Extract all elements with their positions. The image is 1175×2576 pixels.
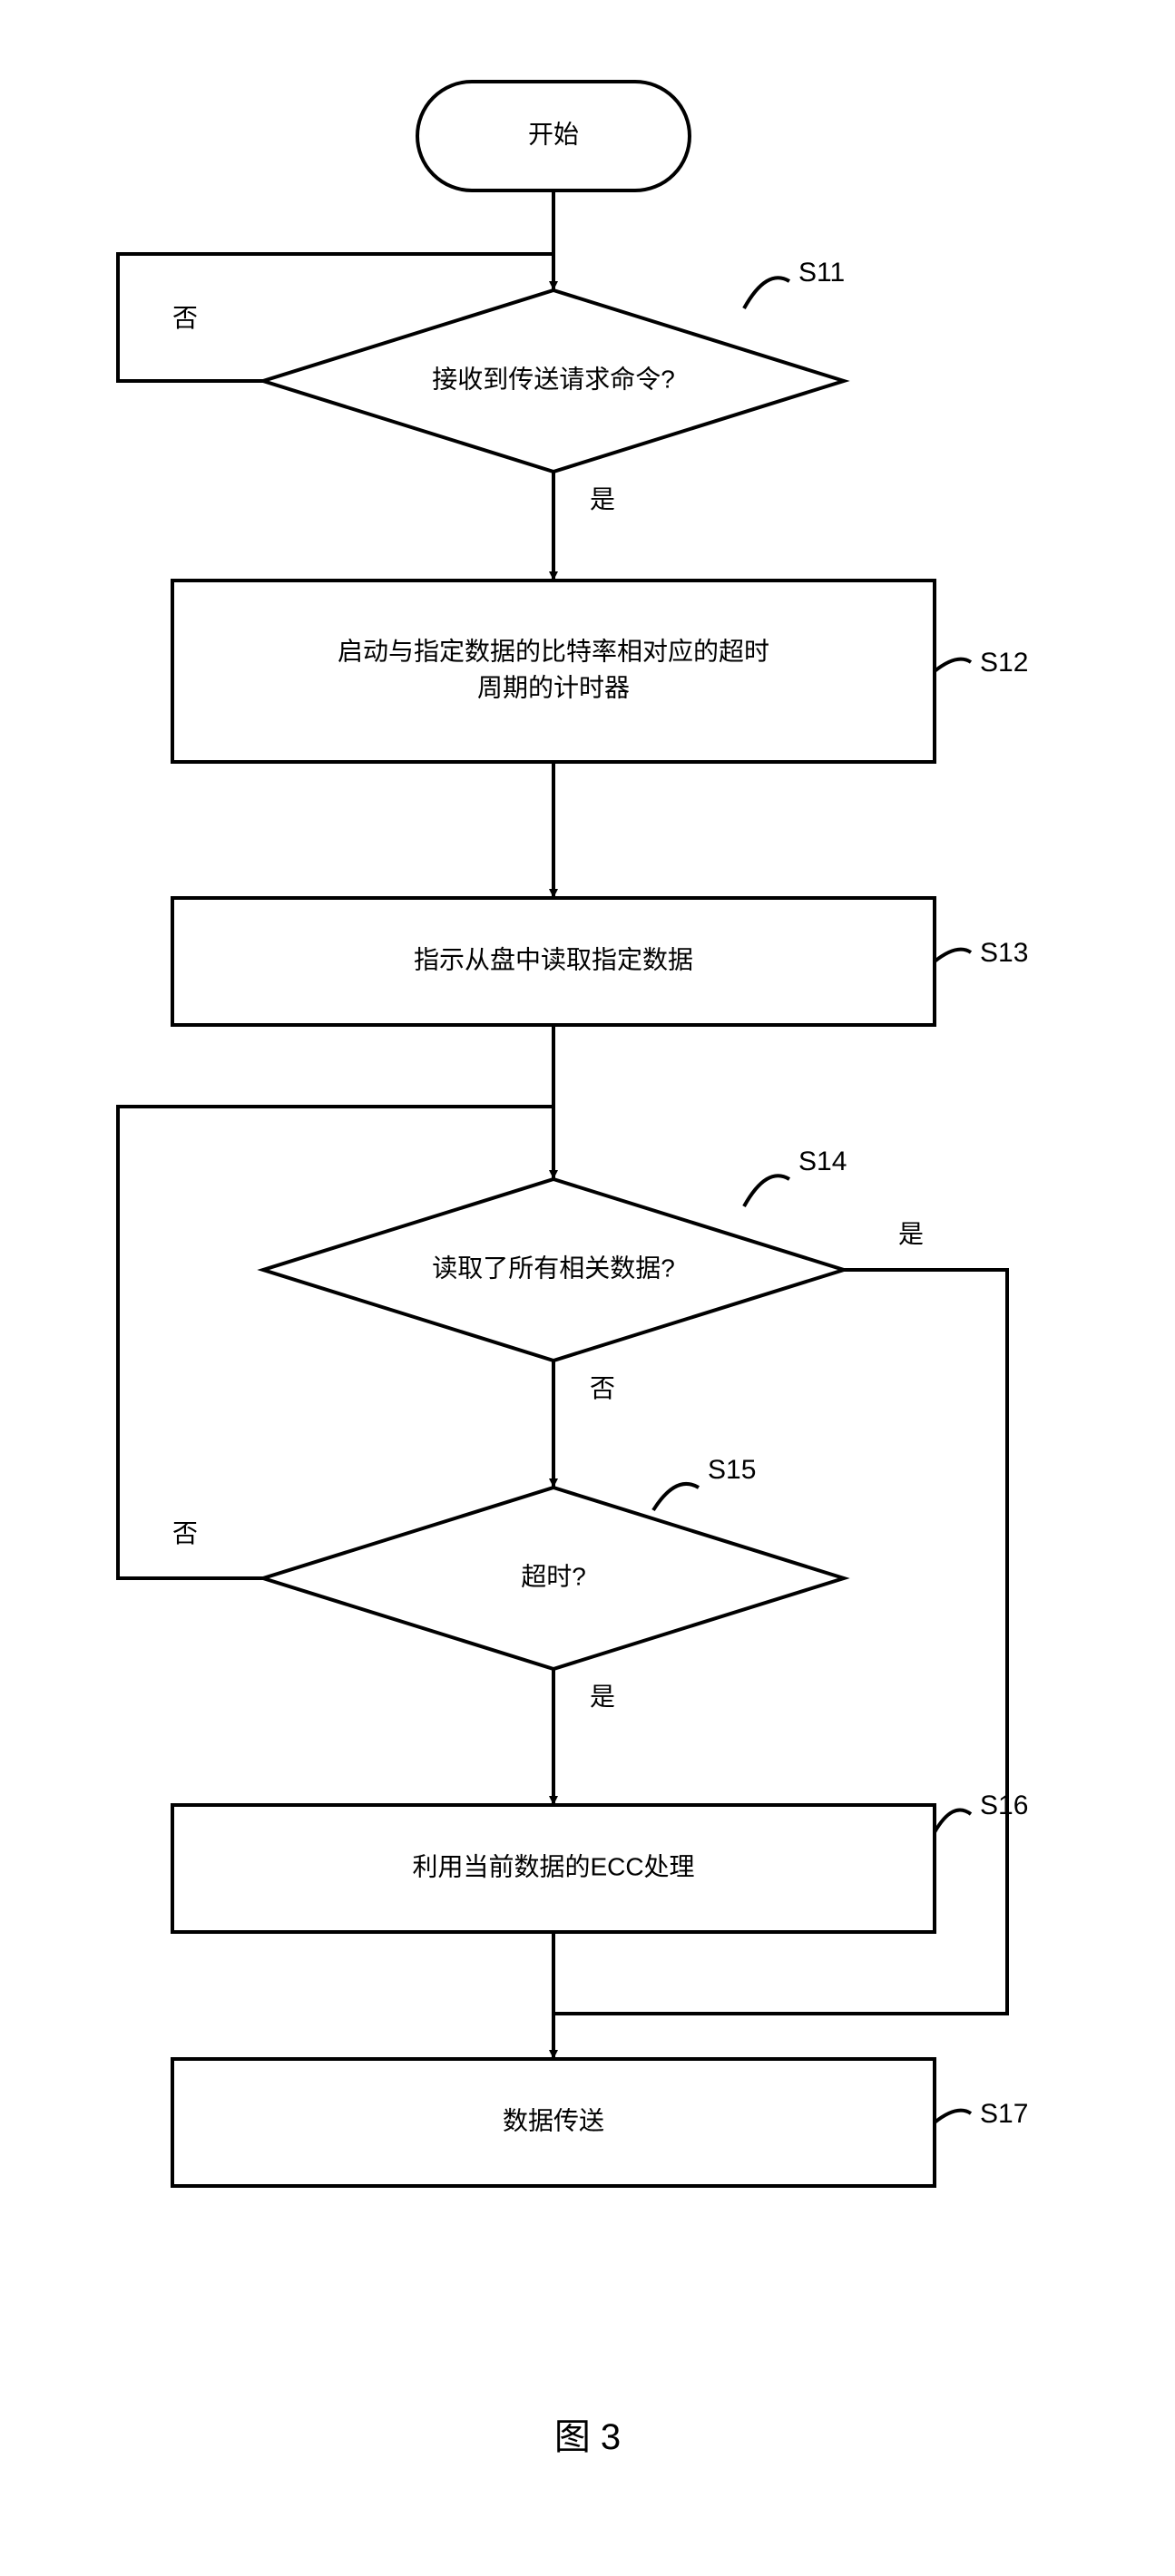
node-s11: 接收到传送请求命令? xyxy=(263,290,844,472)
callout-s16 xyxy=(935,1810,971,1833)
node-s13: 指示从盘中读取指定数据 xyxy=(172,898,935,1025)
step-label-s14: S14 xyxy=(798,1147,847,1176)
node-s14: 读取了所有相关数据? xyxy=(263,1179,844,1361)
node-s12-text-1: 周期的计时器 xyxy=(477,673,630,701)
callout-s14 xyxy=(744,1176,789,1206)
node-s15-text: 超时? xyxy=(521,1562,586,1590)
node-s14-text: 读取了所有相关数据? xyxy=(432,1254,675,1282)
edge-s14-s17 xyxy=(553,1270,1007,2014)
callout-s12 xyxy=(935,659,971,671)
step-label-s15: S15 xyxy=(708,1455,756,1485)
node-s11-text: 接收到传送请求命令? xyxy=(432,365,675,393)
node-s16-text: 利用当前数据的ECC处理 xyxy=(412,1852,694,1880)
node-start: 开始 xyxy=(417,82,690,190)
callout-s11 xyxy=(744,278,789,308)
edge-label-s11-s12: 是 xyxy=(590,485,615,513)
node-start-text: 开始 xyxy=(528,120,579,148)
step-label-s16: S16 xyxy=(980,1791,1028,1820)
step-label-s11: S11 xyxy=(798,258,845,288)
node-s15: 超时? xyxy=(263,1488,844,1669)
callout-s15 xyxy=(653,1484,699,1510)
step-label-s13: S13 xyxy=(980,938,1028,968)
edge-label-s15-s16: 是 xyxy=(590,1683,615,1711)
edge-label-s14-s17: 是 xyxy=(898,1220,924,1248)
figure-label: 图 3 xyxy=(554,2417,621,2457)
callout-s17 xyxy=(935,2111,971,2122)
step-label-s17: S17 xyxy=(980,2099,1028,2129)
step-label-s12: S12 xyxy=(980,648,1028,678)
edge-label-s14-s15: 否 xyxy=(590,1374,615,1402)
edge-label-s11-s11: 否 xyxy=(172,304,198,332)
node-s12: 启动与指定数据的比特率相对应的超时周期的计时器 xyxy=(172,581,935,762)
node-s17: 数据传送 xyxy=(172,2059,935,2186)
node-s12-text-0: 启动与指定数据的比特率相对应的超时 xyxy=(338,637,769,665)
node-s17-text: 数据传送 xyxy=(503,2106,604,2134)
node-s13-text: 指示从盘中读取指定数据 xyxy=(414,945,693,973)
callout-s13 xyxy=(935,950,971,961)
edge-label-s15-s14: 否 xyxy=(172,1519,198,1547)
node-s16: 利用当前数据的ECC处理 xyxy=(172,1805,935,1932)
